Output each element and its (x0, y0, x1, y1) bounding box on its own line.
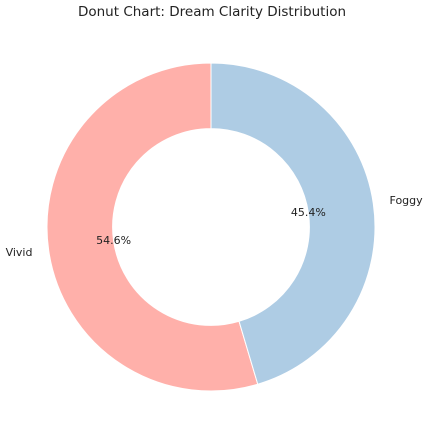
value-label: 54.6% (96, 234, 131, 247)
chart-title: Donut Chart: Dream Clarity Distribution (78, 4, 346, 20)
slice (46, 62, 259, 392)
slice-label: Foggy (390, 194, 424, 207)
slice-label: Vivid (6, 246, 33, 259)
value-label: 45.4% (291, 206, 326, 219)
slice (210, 62, 376, 385)
